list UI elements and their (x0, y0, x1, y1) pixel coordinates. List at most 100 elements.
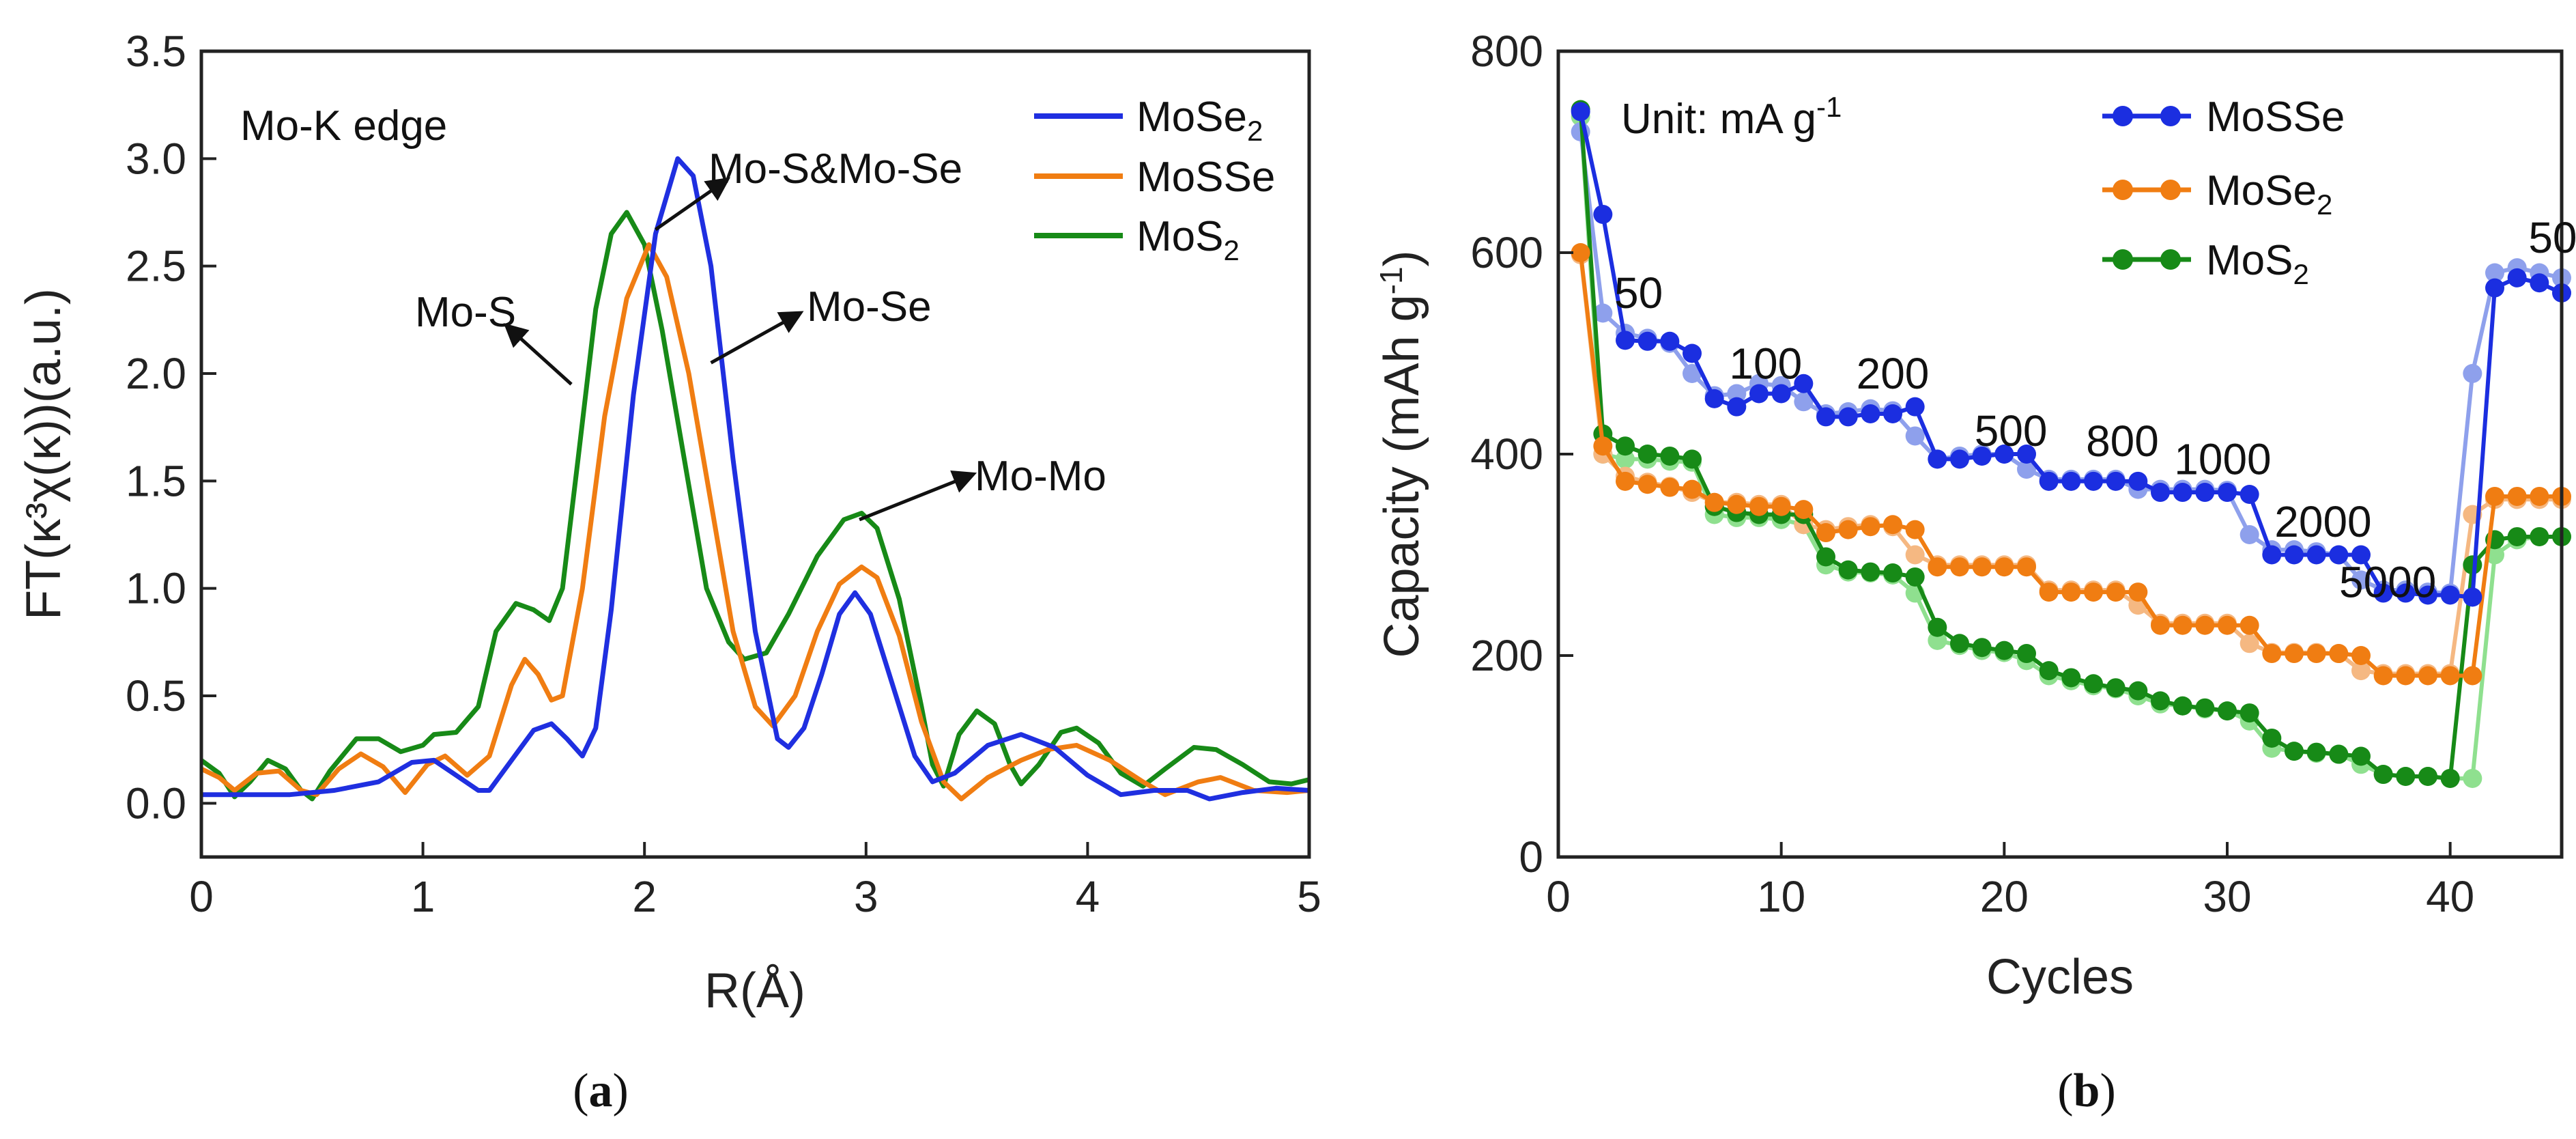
series-point-mos2 (1861, 562, 1880, 582)
annotation-mo-se: Mo-Se (807, 283, 932, 331)
series-point-mos2 (2262, 728, 2282, 748)
series-point-mos2 (1816, 547, 1835, 567)
series-point-mosse (2039, 471, 2059, 491)
panel-a-y-tick-label: 3.0 (126, 134, 186, 183)
series-point-light-mos2 (1928, 630, 1947, 650)
series-point-mose2 (1838, 520, 1858, 539)
series-point-mose2 (2285, 644, 2304, 664)
panel-b-y-tick-label: 800 (1470, 27, 1543, 76)
series-point-mose2 (2396, 666, 2416, 686)
series-point-mose2 (2418, 666, 2437, 686)
panel-a-title: Mo-K edge (240, 102, 447, 150)
series-point-light-mosse (1683, 364, 1702, 383)
series-point-mos2 (1616, 436, 1635, 456)
panel-a-x-tick-label: 3 (854, 872, 878, 921)
panel-b-y-axis-label: Capacity (mAh g-1) (1373, 250, 1429, 658)
series-point-mosse (1749, 384, 1769, 404)
legend-label-mosse-b: MoSSe (2206, 94, 2345, 141)
panel-b-label: (b) (2057, 1065, 2116, 1117)
series-point-mosse (1972, 446, 1992, 466)
panel-b-x-tick-label: 30 (2203, 872, 2251, 921)
series-point-mosse (2285, 545, 2304, 565)
legend-label-mosse-a: MoSSe (1136, 154, 1275, 201)
series-point-mos2 (2396, 767, 2416, 786)
series-point-mos2 (1972, 638, 1992, 658)
panel-a-label: (a) (573, 1065, 629, 1117)
series-point-mosse (2061, 471, 2081, 491)
panel-a-y-tick-label: 1.0 (126, 564, 186, 613)
panel-b-y-tick-label: 600 (1470, 228, 1543, 277)
panel-a-ticks: 0 1 2 3 4 5 0.0 0.5 1.0 1.5 2.0 2.5 3.0 3.5 (126, 27, 1321, 921)
series-point-mos2 (2128, 681, 2148, 701)
series-point-light-mose2 (1905, 545, 1925, 565)
legend-marker-mosse-b-2 (2160, 106, 2181, 126)
series-point-mos2 (2351, 746, 2371, 766)
legend-marker-mos2-b-2 (2160, 249, 2181, 270)
annotation-arrow (655, 177, 731, 231)
series-point-light-mosse (1905, 426, 1925, 446)
series-point-mosse (1905, 397, 1925, 417)
series-point-mose2 (1616, 471, 1635, 491)
legend-label-mos2-a: MoS2 (1136, 213, 1240, 266)
series-point-light-mosse (2485, 263, 2504, 283)
panel-a-x-tick-label: 0 (189, 872, 214, 921)
annotation-arrow (503, 323, 573, 386)
panel-a-annotations: Mo-S&Mo-Se Mo-S Mo-Se Mo-Mo (415, 145, 1106, 522)
series-point-mos2 (2195, 698, 2215, 718)
series-point-light-mosse (2017, 460, 2036, 479)
panel-a-x-tick-label: 2 (632, 872, 657, 921)
series-point-mose2 (2373, 666, 2393, 686)
series-point-mosse (2128, 471, 2148, 491)
series-point-mos2 (1950, 634, 1969, 653)
series-point-mose2 (2128, 582, 2148, 602)
series-point-light-mose2 (2351, 661, 2371, 681)
series-point-mose2 (2084, 582, 2103, 602)
panel-a-x-tick-label: 1 (411, 872, 435, 921)
series-point-mose2 (1928, 557, 1947, 577)
series-point-mosse (2084, 471, 2103, 491)
series-point-mose2 (1883, 515, 1902, 535)
series-point-mosse (2351, 545, 2371, 565)
series-point-mose2 (2530, 486, 2549, 506)
series-point-mos2 (2017, 644, 2036, 664)
series-point-mose2 (1816, 523, 1835, 543)
series-point-mosse (2173, 483, 2192, 503)
series-point-mos2 (2418, 767, 2437, 786)
series-point-mos2 (2173, 696, 2192, 716)
series-point-mose2 (2262, 644, 2282, 664)
series-point-mose2 (1794, 500, 1814, 520)
series-point-mos2 (1683, 449, 1702, 469)
series-point-mos2 (2084, 674, 2103, 694)
panel-b-x-tick-label: 40 (2426, 872, 2474, 921)
series-point-mos2 (1883, 563, 1902, 583)
series-point-mosse (2306, 545, 2326, 565)
series-point-mose2 (1749, 496, 1769, 516)
series-point-mose2 (2195, 615, 2215, 635)
series-point-mosse (2218, 483, 2237, 503)
series-point-mose2 (2440, 666, 2460, 686)
series-point-mose2 (2463, 666, 2482, 686)
series-point-mosse (2195, 483, 2215, 503)
rate-label: 800 (2086, 417, 2159, 466)
annotation-arrow (859, 470, 977, 522)
series-point-mos2 (2061, 668, 2081, 688)
series-point-mosse (2418, 585, 2437, 605)
series-point-mosse (1794, 374, 1814, 393)
legend-label-mos2-b: MoS2 (2206, 237, 2309, 290)
series-point-mose2 (2507, 486, 2527, 506)
series-point-mose2 (1637, 475, 1657, 494)
panel-b-y-tick-label: 200 (1470, 631, 1543, 680)
panel-a-x-axis-label: R(Å) (704, 964, 805, 1018)
series-point-mos2 (2507, 526, 2527, 546)
panel-a-y-tick-label: 0.0 (126, 778, 186, 828)
series-point-mosse (2373, 583, 2393, 603)
series-point-mosse (1994, 445, 2014, 464)
series-point-mosse (1928, 449, 1947, 469)
series-point-mose2 (2218, 615, 2237, 635)
series-point-mose2 (1660, 477, 1680, 497)
series-point-mos2 (1838, 560, 1858, 580)
